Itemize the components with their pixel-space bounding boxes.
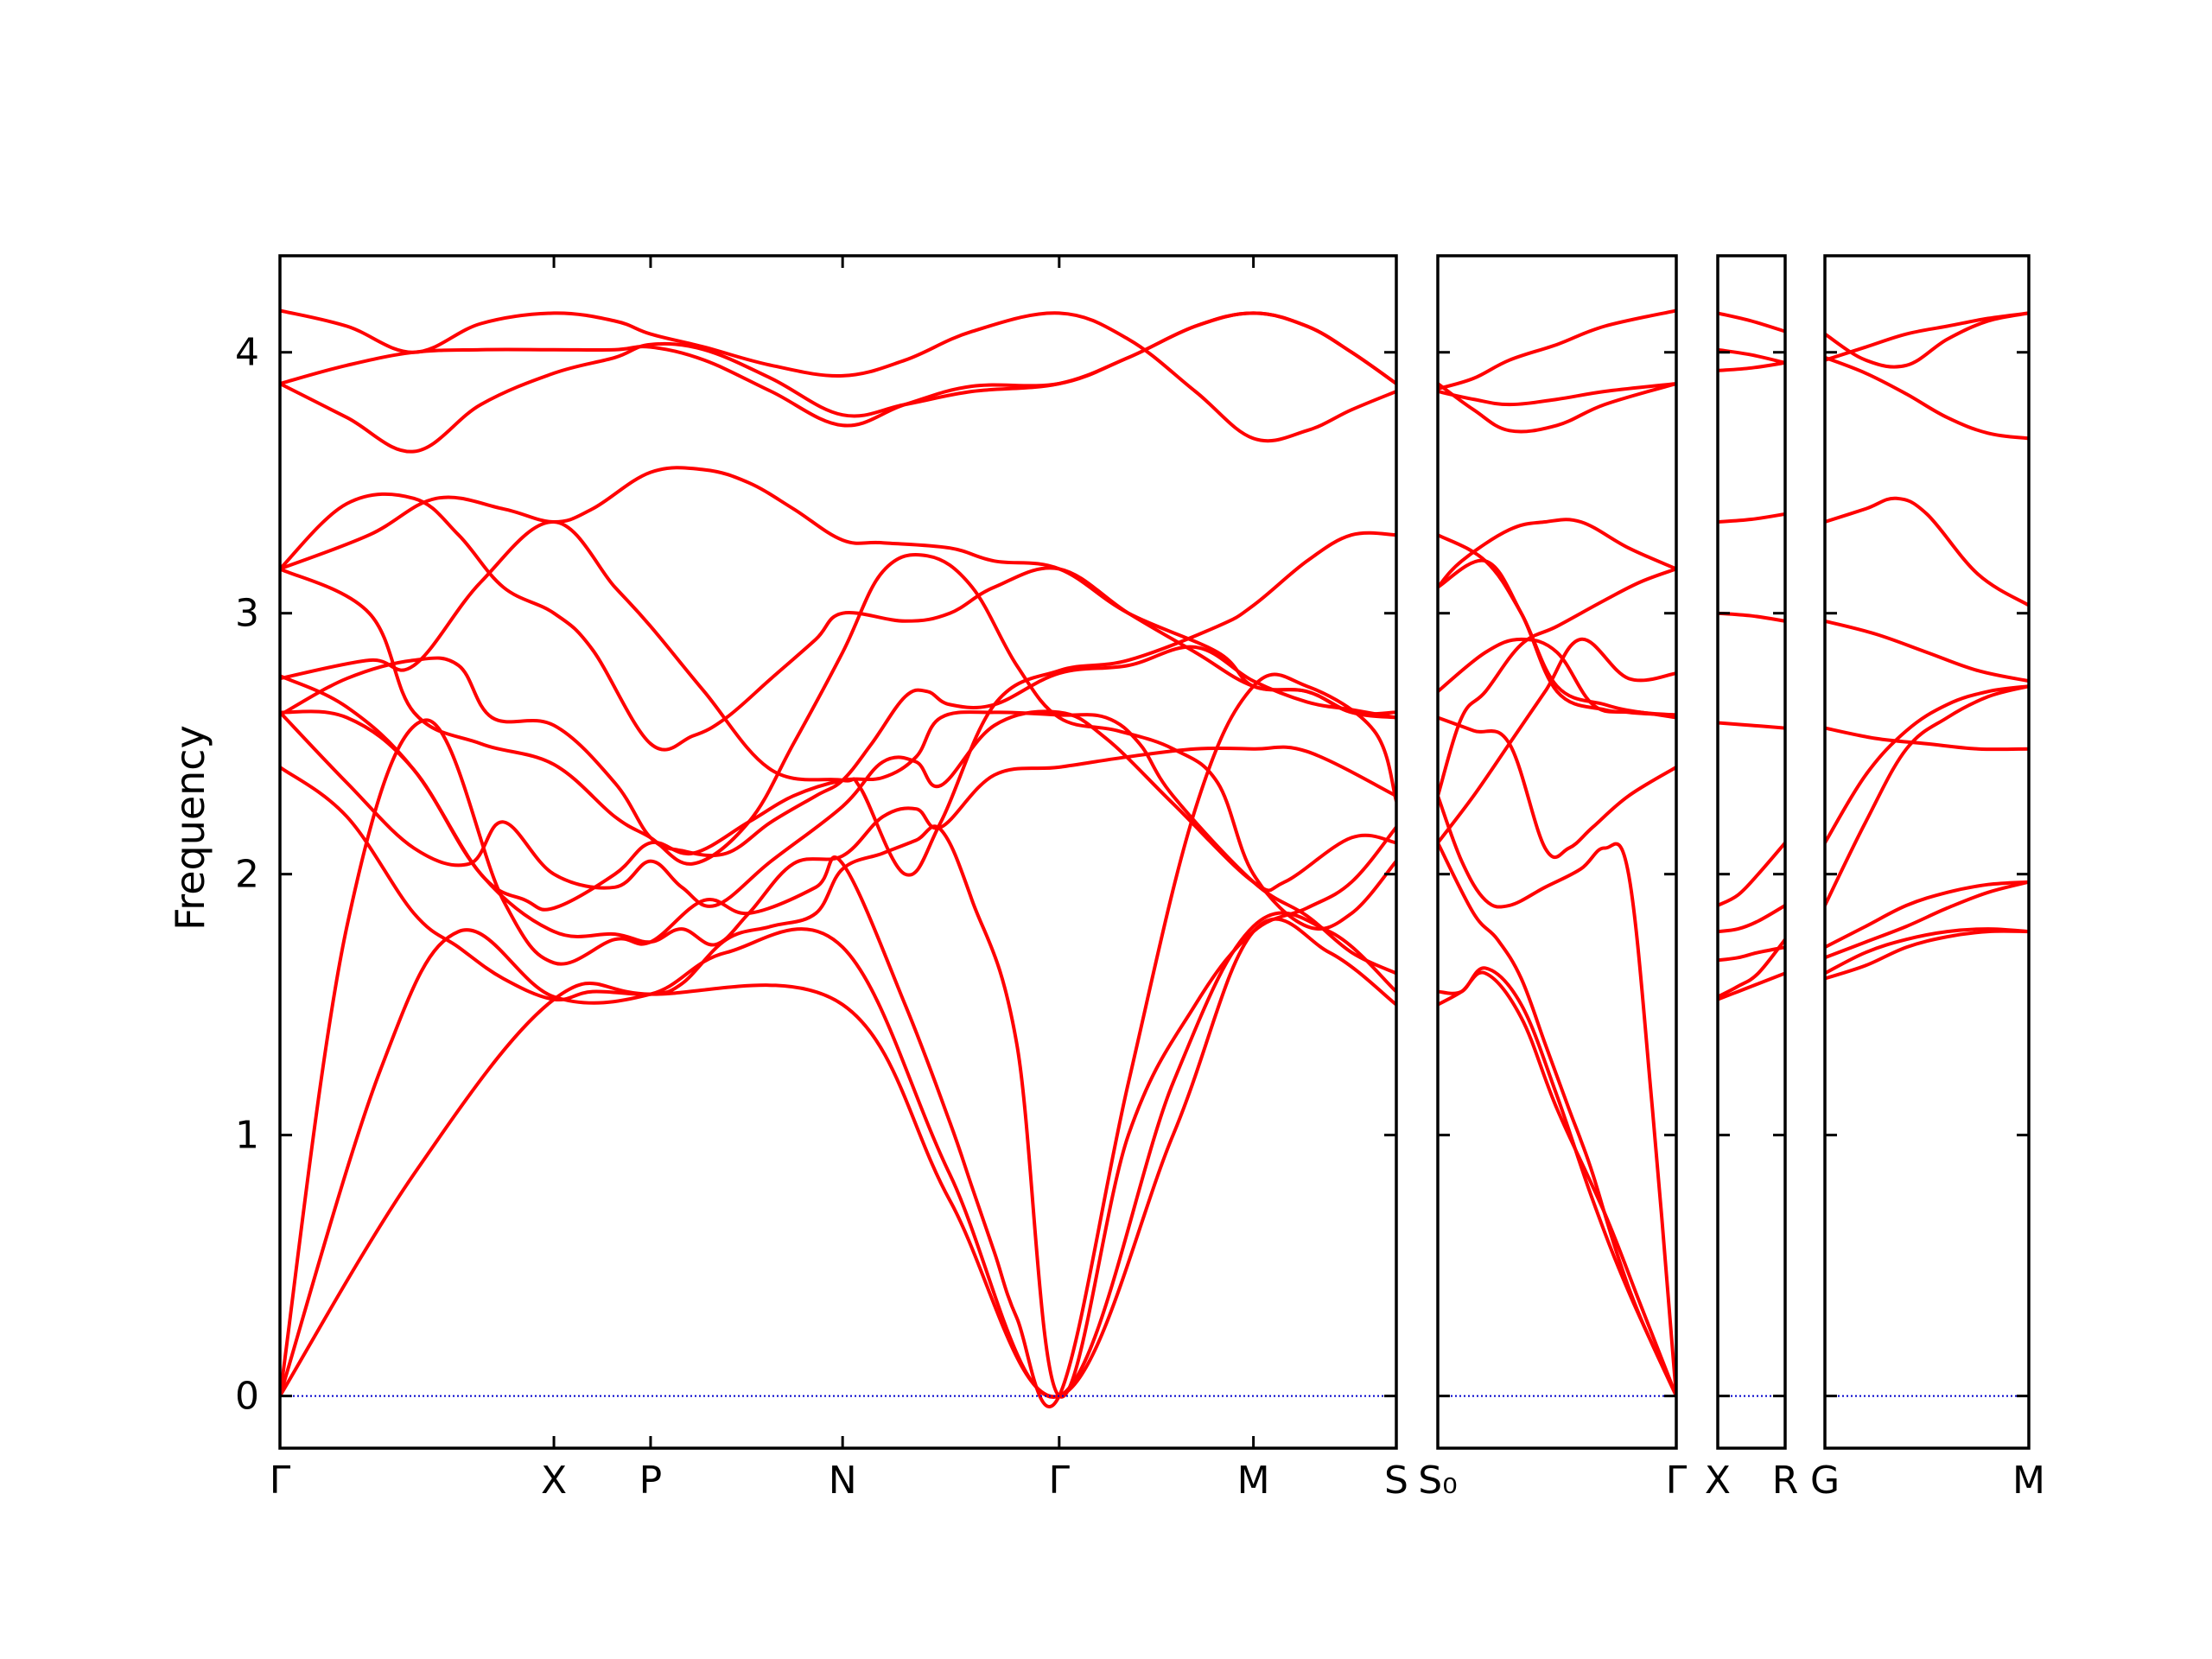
- x-tick-label: Γ: [270, 1459, 291, 1503]
- band-line: [280, 917, 1396, 1399]
- band-line: [1718, 311, 1785, 334]
- band-line: [1718, 841, 1785, 907]
- x-tick-label: R: [1772, 1459, 1799, 1503]
- x-tick-label: Γ: [1049, 1459, 1071, 1503]
- y-tick-label: 0: [235, 1375, 259, 1419]
- band-line: [1825, 929, 2029, 981]
- y-tick-label: 4: [235, 331, 259, 375]
- band-line: [1825, 496, 2029, 607]
- band-line: [1718, 721, 1785, 730]
- panel-frame: [278, 254, 1398, 1450]
- band-line: [280, 311, 1396, 454]
- band-line: [1718, 360, 1785, 372]
- band-line: [1438, 308, 1676, 391]
- band-line: [1825, 927, 2029, 976]
- panel-frame: [1823, 254, 2031, 1450]
- x-tick-label: M: [2012, 1459, 2045, 1503]
- band-line: [1825, 355, 2029, 441]
- panel-frames: [278, 254, 2031, 1450]
- y-tick-labels: 0 1 2 3 4: [235, 331, 259, 1419]
- x-tick-label: X: [1705, 1459, 1731, 1503]
- band-line: [1825, 684, 2029, 845]
- band-line: [280, 519, 1396, 877]
- band-line: [280, 492, 1396, 752]
- y-axis-label: Frequency: [167, 725, 213, 931]
- band-line: [1438, 966, 1676, 1398]
- x-tick-label: Γ: [1666, 1459, 1688, 1503]
- x-tick-labels: Γ X P N Γ M S S₀ Γ X R G M: [270, 1459, 2045, 1503]
- band-line: [280, 672, 1396, 1408]
- band-line: [1825, 619, 2029, 683]
- x-tick-label: S: [1384, 1459, 1408, 1503]
- x-tick-label: S₀: [1418, 1459, 1458, 1503]
- band-line: [1825, 684, 2029, 907]
- band-line: [1438, 518, 1676, 589]
- band-line: [280, 709, 1396, 908]
- band-line: [280, 552, 1396, 931]
- band-line: [280, 765, 1396, 1399]
- band-line: [1718, 347, 1785, 365]
- band-line: [1718, 938, 1785, 999]
- panel-frame: [1716, 254, 1787, 1450]
- band-line: [1718, 512, 1785, 524]
- band-line: [1438, 533, 1676, 717]
- band-line: [1825, 311, 2029, 369]
- y-tick-label: 1: [235, 1114, 259, 1158]
- band-line: [1438, 558, 1676, 720]
- band-line: [280, 466, 1396, 720]
- band-line: [1438, 715, 1676, 860]
- panel-frame: [1436, 254, 1678, 1450]
- band-line: [1825, 311, 2029, 362]
- band-line: [1825, 880, 2029, 950]
- band-line: [1718, 903, 1785, 934]
- tick-marks: [278, 256, 2031, 1448]
- band-line: [1438, 970, 1676, 1398]
- band-lines: [280, 308, 2029, 1408]
- band-line: [1438, 841, 1676, 1398]
- band-line: [280, 308, 1396, 443]
- band-line: [1438, 382, 1676, 434]
- band-line: [1438, 382, 1676, 407]
- band-line: [280, 311, 1396, 428]
- x-tick-label: G: [1810, 1459, 1840, 1503]
- y-tick-label: 3: [235, 592, 259, 636]
- band-line: [1825, 880, 2029, 960]
- band-line: [1718, 945, 1785, 963]
- band-line: [1438, 794, 1676, 1398]
- band-line: [1438, 567, 1676, 798]
- y-tick-label: 2: [235, 853, 259, 897]
- x-tick-label: P: [639, 1459, 663, 1503]
- x-tick-label: X: [541, 1459, 567, 1503]
- band-line: [1825, 726, 2029, 752]
- band-line: [1718, 971, 1785, 1001]
- band-line: [1438, 637, 1676, 845]
- x-tick-label: N: [829, 1459, 857, 1503]
- x-tick-label: M: [1237, 1459, 1270, 1503]
- band-line: [280, 911, 1396, 1399]
